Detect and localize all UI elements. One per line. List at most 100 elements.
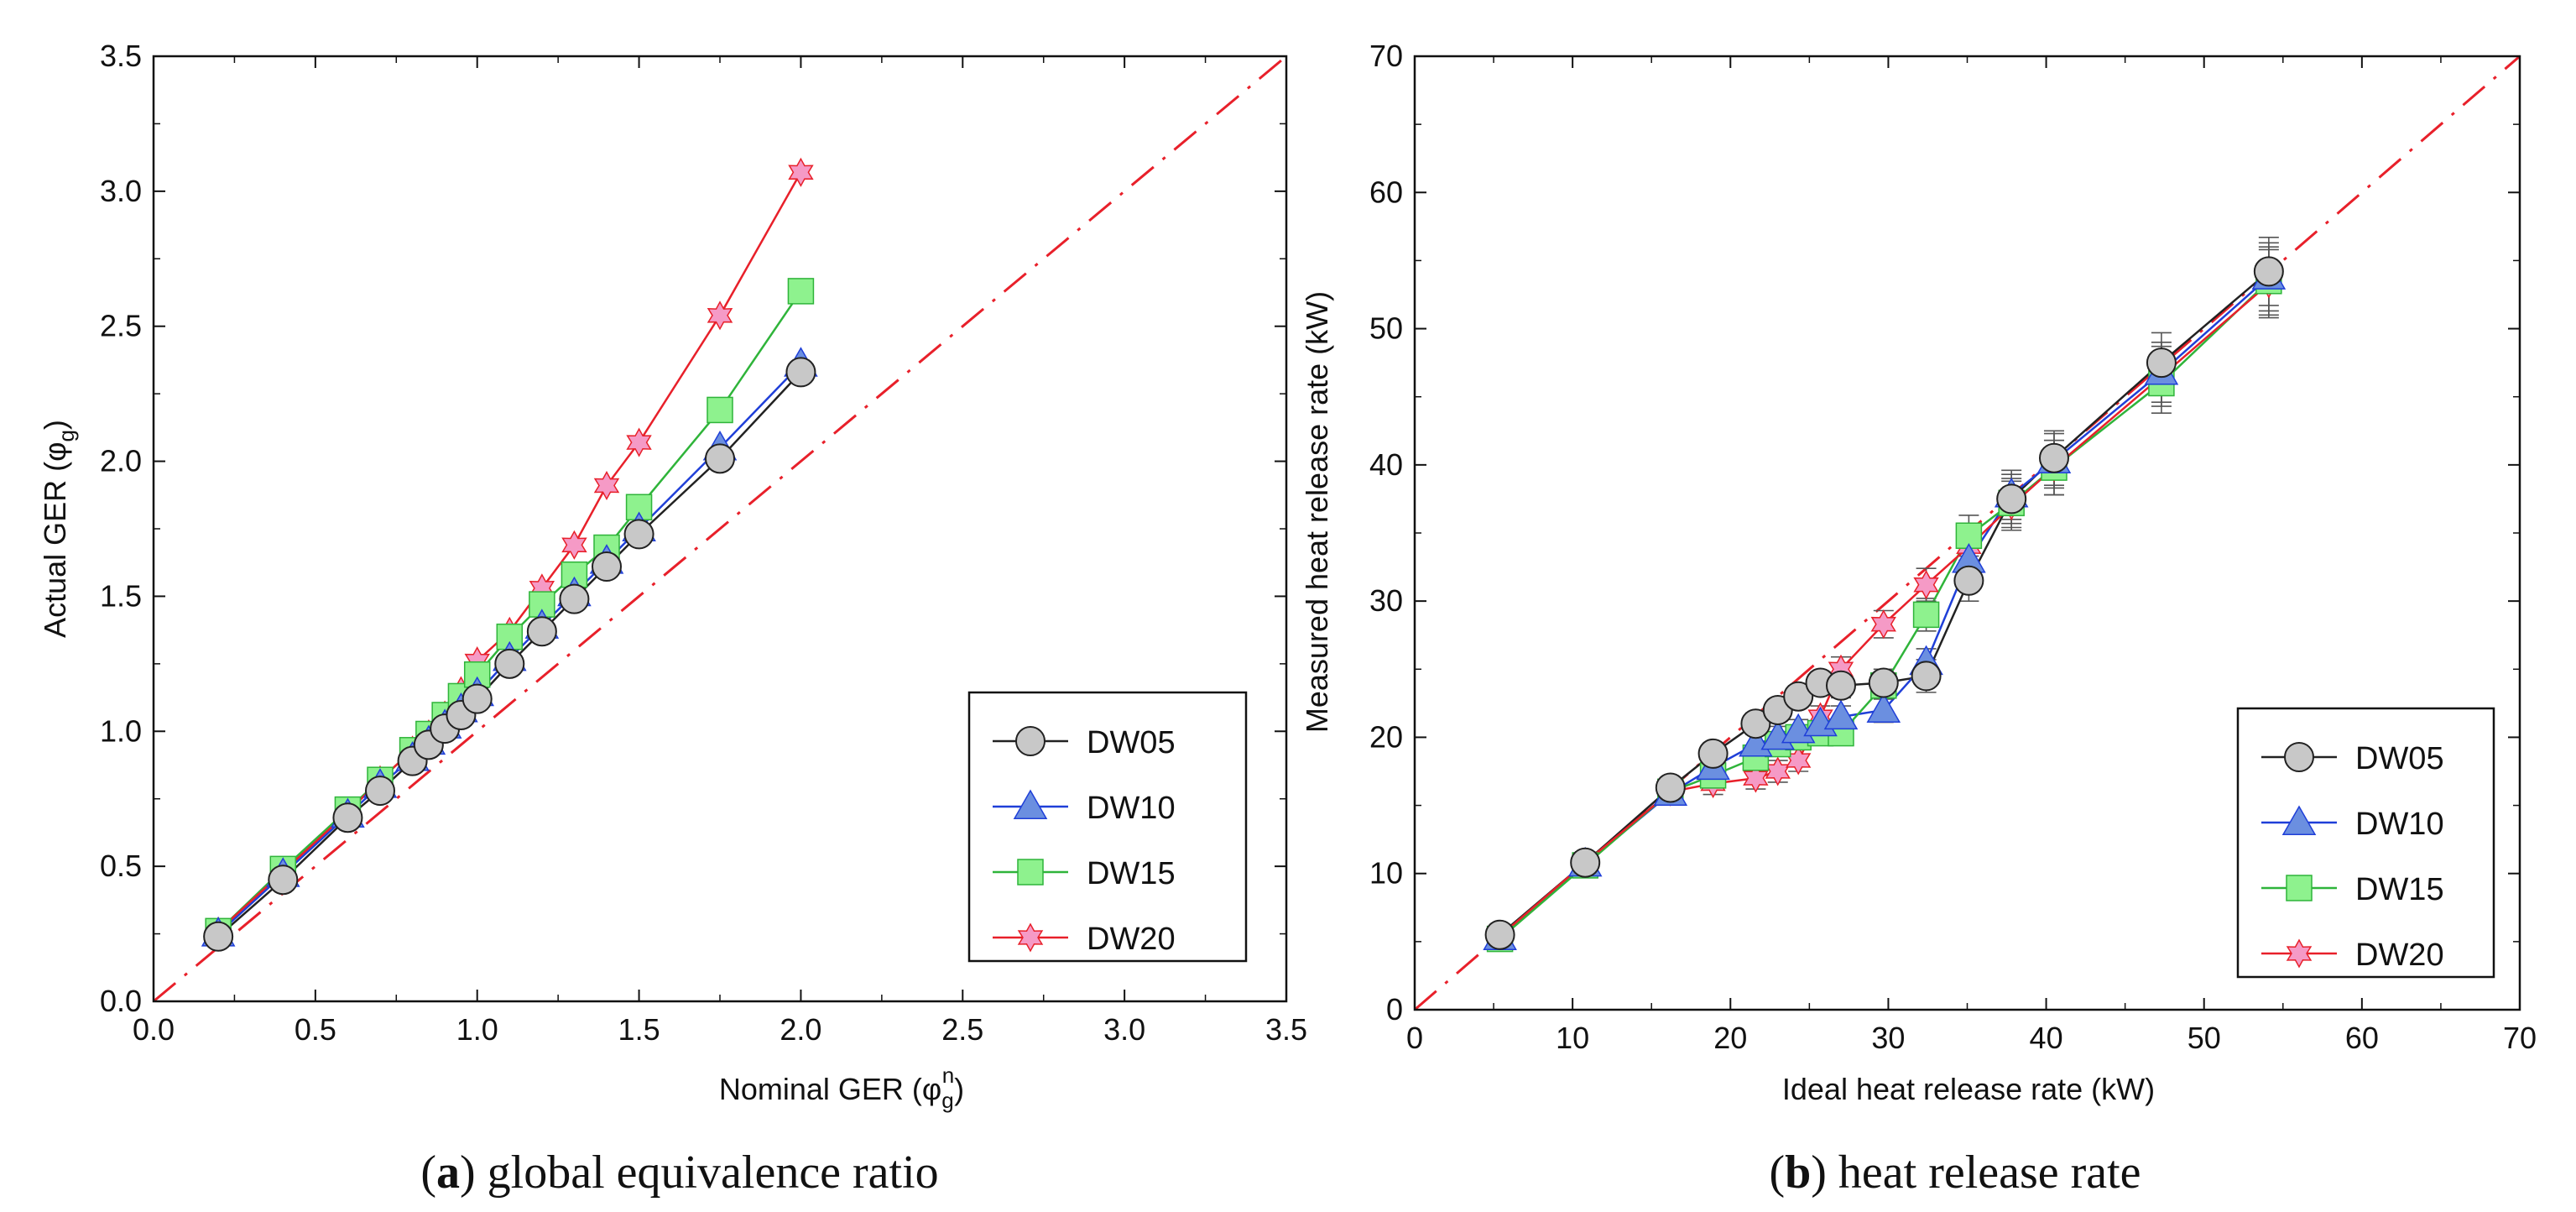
data-point-DW20: [1765, 756, 1791, 786]
data-point-DW05: [268, 865, 299, 896]
y-tick-label: 0.0: [100, 984, 142, 1018]
legend-box: [967, 691, 1248, 963]
x-tick-label: 70: [2503, 1021, 2537, 1055]
x-tick-label: 3.0: [1103, 1012, 1145, 1047]
x-tick-label: 1.5: [618, 1012, 660, 1047]
data-point-DW05: [1953, 565, 1984, 596]
y-tick-label: 2.5: [100, 309, 142, 343]
y-tick-label: 1.0: [100, 713, 142, 748]
legend-marker-DW10: [1013, 789, 1048, 819]
legend-label: DW20: [1087, 922, 1176, 957]
data-point-DW20: [707, 300, 733, 331]
x-tick-label: 50: [2188, 1021, 2221, 1055]
data-point-DW05: [559, 583, 590, 614]
data-point-DW05: [2253, 256, 2284, 287]
data-point-DW05: [623, 519, 654, 550]
series-line-DW20: [217, 171, 802, 933]
legend-entry-DW20: DW20: [2261, 938, 2444, 973]
legend-entry-DW10: DW10: [993, 789, 1176, 826]
x-tick-label: 2.0: [780, 1012, 821, 1047]
data-point-DW05: [365, 776, 395, 807]
legend-marker-DW10: [2281, 805, 2317, 835]
x-tick-label: 3.5: [1265, 1012, 1307, 1047]
y-tick-label: 20: [1369, 719, 1403, 754]
data-point-DW05: [1911, 661, 1942, 692]
data-point-DW15: [707, 396, 733, 424]
data-point-DW05: [705, 443, 735, 474]
markers-DW05: [203, 357, 816, 952]
data-point-DW05: [526, 616, 557, 647]
legend-label: DW05: [1087, 725, 1176, 760]
series-DW20: [217, 171, 802, 933]
data-point-DW10: [1866, 692, 1901, 723]
data-point-DW05: [1655, 772, 1686, 803]
panel-a-y-axis-label: Actual GER (φg): [38, 420, 79, 638]
x-tick-label: 0.5: [295, 1012, 336, 1047]
y-tick-label: 50: [1369, 311, 1403, 346]
legend-label: DW20: [2355, 938, 2444, 973]
data-point-DW20: [1913, 570, 1939, 600]
legend-marker-DW15: [2286, 875, 2313, 901]
data-point-DW05: [1996, 483, 2027, 515]
x-tick-label: 60: [2345, 1021, 2379, 1055]
x-tick-label: 30: [1871, 1021, 1905, 1055]
data-point-DW15: [561, 561, 588, 588]
markers-DW20: [205, 157, 814, 946]
y-tick-label: 30: [1369, 583, 1403, 618]
series-line-DW15: [217, 290, 802, 933]
markers-DW15: [205, 278, 815, 945]
data-point-DW05: [1825, 670, 1856, 701]
legend-entry-DW15: DW15: [993, 856, 1176, 891]
panel-b-legend: DW05 DW10 DW15 DW20: [2236, 707, 2495, 979]
data-point-DW20: [561, 530, 587, 560]
legend-marker-DW15: [1017, 859, 1044, 885]
markers-DW05: [1484, 256, 2284, 950]
data-point-DW20: [593, 470, 620, 501]
data-point-DW15: [787, 278, 815, 305]
data-point-DW05: [1868, 667, 1899, 698]
y-tick-label: 2.0: [100, 444, 142, 478]
y-tick-label: 0.5: [100, 849, 142, 883]
x-tick-label: 0: [1406, 1021, 1423, 1055]
data-point-DW05: [203, 921, 234, 952]
panel-b-y-axis-label: Measured heat release rate (kW): [1300, 291, 1334, 733]
data-point-DW05: [1783, 681, 1814, 712]
y-tick-label: 1.5: [100, 578, 142, 613]
x-tick-label: 2.5: [941, 1012, 983, 1047]
x-tick-label: 0.0: [133, 1012, 175, 1047]
legend-box: [2236, 707, 2495, 979]
data-point-DW05: [461, 683, 493, 714]
y-tick-label: 60: [1369, 175, 1403, 209]
legend-label: DW10: [2355, 807, 2444, 842]
series-DW05: [1489, 237, 2279, 947]
data-point-DW20: [1743, 763, 1769, 793]
caption-b: (b) heat release rate: [1769, 1147, 2141, 1199]
data-point-DW05: [1484, 919, 1515, 950]
panel-a-legend: DW05 DW10 DW15 DW20: [967, 691, 1248, 963]
panel-a-marks: [153, 55, 1287, 1003]
legend-entry-DW05: DW05: [993, 725, 1176, 760]
y-tick-label: 70: [1369, 39, 1403, 73]
y-tick-label: 40: [1369, 447, 1403, 482]
panel-b-marks: [1414, 55, 2521, 1011]
data-point-DW05: [592, 551, 622, 582]
data-point-DW05: [1570, 847, 1601, 878]
legend-label: DW15: [1087, 856, 1176, 891]
y-tick-label: 0: [1386, 992, 1403, 1027]
series-DW15: [217, 290, 802, 933]
data-point-DW05: [2146, 347, 2177, 379]
legend-marker-DW20: [1017, 922, 1044, 953]
data-point-DW10: [1823, 699, 1859, 730]
caption-a: (a) global equivalence ratio: [420, 1147, 938, 1199]
data-point-DW20: [1870, 609, 1896, 640]
legend-label: DW10: [1087, 791, 1176, 826]
x-tick-label: 10: [1556, 1021, 1589, 1055]
data-point-DW05: [332, 802, 363, 833]
reference-line: [153, 55, 1287, 1003]
panel-b-chart: 0 10 20 30 40 50 60 70 0 10 20 30 40 50 60 70 Ideal hea…: [1300, 39, 2537, 1106]
legend-entry-DW15: DW15: [2261, 872, 2444, 907]
panel-a-axes: 0.0 0.5 1.0 1.5 2.0 2.5 3.0 3.5 0.0 0.5 1.0 1.5 2.0 2…: [100, 39, 1307, 1047]
legend-entry-DW10: DW10: [2261, 805, 2444, 842]
data-point-DW05: [2038, 442, 2069, 473]
data-point-DW05: [1740, 708, 1771, 739]
